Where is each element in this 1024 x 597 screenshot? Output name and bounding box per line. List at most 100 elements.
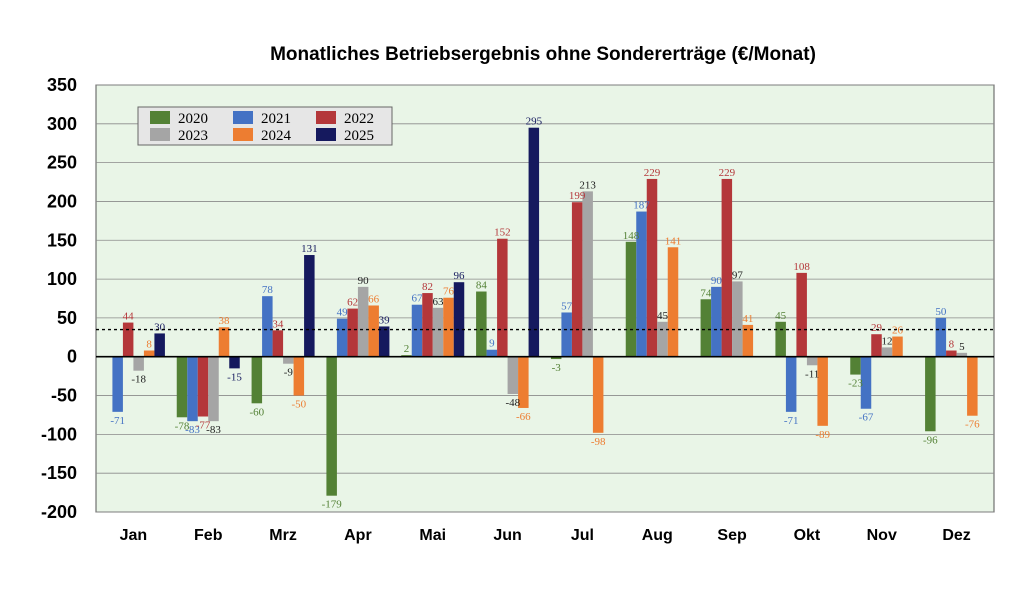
x-tick-label: Sep xyxy=(717,527,747,544)
legend-swatch xyxy=(316,128,336,141)
data-label: 152 xyxy=(494,227,511,239)
bar xyxy=(742,324,754,357)
legend-swatch xyxy=(316,111,336,124)
y-tick-label: 300 xyxy=(47,114,77,134)
bar xyxy=(229,356,240,369)
bar xyxy=(368,305,379,357)
bar xyxy=(133,356,144,371)
bar xyxy=(721,178,733,357)
data-label: 8 xyxy=(146,339,152,351)
bar xyxy=(154,333,165,357)
data-label: 12 xyxy=(882,335,893,347)
legend-box xyxy=(137,106,393,146)
bar xyxy=(625,241,637,357)
legend-swatch xyxy=(233,128,253,141)
data-label: -83 xyxy=(206,424,221,436)
data-label: -3 xyxy=(552,362,562,374)
data-label: -11 xyxy=(805,368,819,380)
bar xyxy=(817,356,828,426)
data-label: 229 xyxy=(644,167,661,179)
bar xyxy=(326,356,337,496)
data-label: 41 xyxy=(742,313,753,325)
legend-swatch xyxy=(150,128,170,141)
bar xyxy=(272,330,284,357)
data-label: 45 xyxy=(775,310,787,322)
data-label: 2 xyxy=(404,343,410,355)
bar xyxy=(143,350,155,357)
data-label: 30 xyxy=(154,321,166,333)
y-tick-label: 200 xyxy=(47,191,77,211)
data-label: 49 xyxy=(337,307,349,319)
data-label: 84 xyxy=(476,280,488,292)
x-tick-label: Mrz xyxy=(269,527,297,544)
data-label: 57 xyxy=(561,300,573,312)
bars xyxy=(112,127,978,496)
bar xyxy=(304,255,315,357)
bar xyxy=(486,349,498,357)
y-tick-label: -200 xyxy=(41,502,77,522)
bar xyxy=(453,282,465,357)
bar xyxy=(497,238,508,357)
x-tick-label: Nov xyxy=(867,527,897,544)
x-tick-label: Jul xyxy=(571,527,594,544)
data-label: 131 xyxy=(301,243,318,255)
data-label: 45 xyxy=(657,310,669,322)
bar xyxy=(422,293,433,357)
legend-label: 2021 xyxy=(261,111,291,127)
data-label: -83 xyxy=(185,424,200,436)
bar xyxy=(336,318,348,357)
bar xyxy=(967,356,978,416)
data-label: 108 xyxy=(793,261,810,273)
data-label: 229 xyxy=(719,167,736,179)
bar xyxy=(860,356,872,409)
data-label: 62 xyxy=(347,297,358,309)
data-label: -23 xyxy=(848,378,863,390)
bar xyxy=(850,356,861,375)
data-label: -15 xyxy=(227,371,242,383)
bar xyxy=(476,291,487,357)
data-label: -48 xyxy=(505,397,520,409)
bar xyxy=(293,356,305,396)
bar xyxy=(657,321,668,357)
data-label: -78 xyxy=(175,420,190,432)
x-tick-label: Feb xyxy=(194,527,223,544)
data-label: -67 xyxy=(859,412,874,424)
bar xyxy=(176,356,188,418)
data-label: -50 xyxy=(291,399,306,411)
x-tick-label: Apr xyxy=(344,527,372,544)
data-label: 29 xyxy=(871,322,883,334)
bar xyxy=(561,312,572,357)
data-label: 187 xyxy=(633,200,650,212)
bar xyxy=(251,356,263,404)
x-axis: Jan Feb Mrz Apr Mai Jun Jul Aug Sep Okt Nov Dez xyxy=(120,527,971,544)
bar xyxy=(871,334,882,357)
data-label: -179 xyxy=(322,499,343,511)
bar xyxy=(646,178,658,357)
bar xyxy=(357,286,369,357)
legend: 2020 2021 2022 2023 2024 2025 xyxy=(137,106,393,146)
bar xyxy=(528,127,540,357)
data-label: 26 xyxy=(892,325,904,337)
bar xyxy=(218,327,230,357)
y-tick-label: 100 xyxy=(47,269,77,289)
data-label: 90 xyxy=(358,275,370,287)
data-label: 67 xyxy=(412,293,424,305)
legend-swatch xyxy=(233,111,253,124)
data-label: 295 xyxy=(526,116,543,128)
bar xyxy=(732,281,743,357)
bar xyxy=(592,356,604,433)
data-label: 5 xyxy=(959,341,965,353)
data-label: -18 xyxy=(131,374,146,386)
data-label: -60 xyxy=(249,406,264,418)
bar xyxy=(956,352,968,357)
bar xyxy=(700,299,712,357)
bar xyxy=(667,247,679,357)
y-tick-label: 350 xyxy=(47,75,77,95)
data-label: 148 xyxy=(623,230,640,242)
bar xyxy=(347,308,358,357)
plot-area xyxy=(95,84,995,513)
bar xyxy=(378,326,390,357)
legend-label: 2024 xyxy=(261,128,292,144)
bar xyxy=(283,356,294,364)
legend-label: 2022 xyxy=(344,111,374,127)
